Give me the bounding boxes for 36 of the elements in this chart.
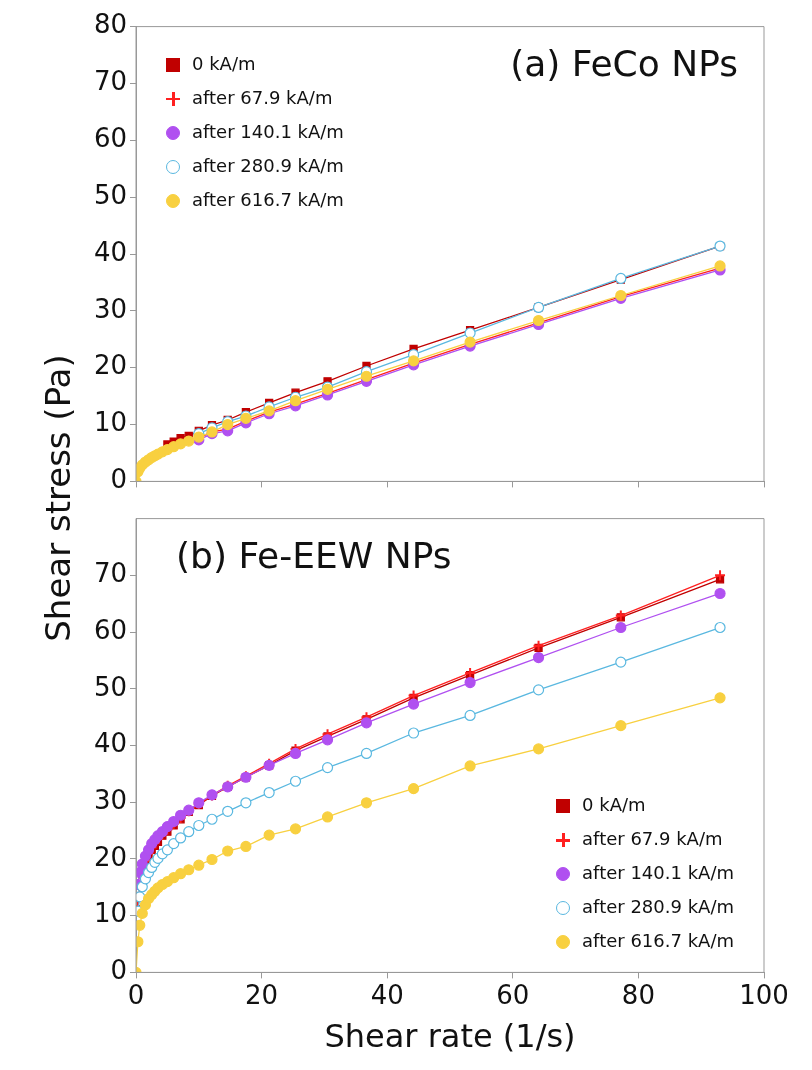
y-tick-label: 20 bbox=[93, 350, 127, 381]
legend-label: after 140.1 kA/m bbox=[192, 120, 344, 142]
y-tick-label: 80 bbox=[93, 9, 127, 40]
y-tick-label: 0 bbox=[110, 464, 127, 495]
y-tick-label: 10 bbox=[93, 898, 127, 929]
y-tick-label: 70 bbox=[93, 66, 127, 97]
x-tick-label: 20 bbox=[245, 979, 279, 1010]
legend-label: 0 kA/m bbox=[192, 52, 256, 74]
y-tick-label: 30 bbox=[93, 784, 127, 815]
legend-label: after 616.7 kA/m bbox=[582, 930, 734, 952]
y-tick-label: 30 bbox=[93, 293, 127, 324]
x-tick-label: 60 bbox=[496, 979, 530, 1010]
y-tick-label: 10 bbox=[93, 407, 127, 438]
y-tick-label: 50 bbox=[93, 671, 127, 702]
x-tick-label: 40 bbox=[370, 979, 404, 1010]
y-tick-label: 20 bbox=[93, 841, 127, 872]
x-tick-label: 80 bbox=[621, 979, 655, 1010]
y-tick-label: 60 bbox=[93, 614, 127, 645]
legend-label: after 67.9 kA/m bbox=[582, 828, 723, 850]
legend-label: after 280.9 kA/m bbox=[192, 154, 344, 176]
y-tick-label: 0 bbox=[110, 955, 127, 986]
y-tick-label: 70 bbox=[93, 558, 127, 589]
legend-label: after 67.9 kA/m bbox=[192, 86, 333, 108]
y-tick-label: 60 bbox=[93, 123, 127, 154]
y-axis-title: Shear stress (Pa) bbox=[38, 354, 78, 642]
legend-label: after 280.9 kA/m bbox=[582, 896, 734, 918]
y-tick-label: 50 bbox=[93, 179, 127, 210]
x-axis-title: Shear rate (1/s) bbox=[324, 1017, 576, 1056]
legend-label: 0 kA/m bbox=[582, 794, 646, 816]
legend-label: after 616.7 kA/m bbox=[192, 188, 344, 210]
y-tick-label: 40 bbox=[93, 728, 127, 759]
text: (a) FeCo NPs bbox=[510, 42, 738, 84]
legend-label: after 140.1 kA/m bbox=[582, 862, 734, 884]
x-tick-label: 100 bbox=[739, 979, 789, 1010]
text: (b) Fe-EEW NPs bbox=[176, 534, 452, 576]
y-tick-label: 40 bbox=[93, 236, 127, 267]
